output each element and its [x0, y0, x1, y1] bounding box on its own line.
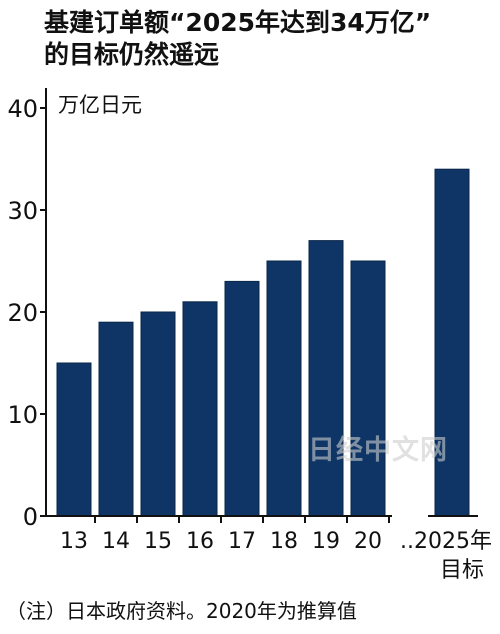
x-tick-label-17: 17 — [228, 529, 256, 554]
y-tick-label-40: 40 — [7, 95, 38, 123]
watermark: 日经中文网 — [308, 435, 448, 466]
y-axis-unit-label: 万亿日元 — [58, 93, 142, 117]
y-tick-label-20: 20 — [7, 299, 38, 327]
bars-layer — [56, 168, 470, 517]
x-tick-label-19: 19 — [312, 529, 340, 554]
bar-15 — [140, 311, 176, 517]
y-tick-label-30: 30 — [7, 197, 38, 225]
chart-title-line-1: 基建订单额“2025年达到34万亿” — [44, 8, 432, 37]
bar-20 — [350, 260, 386, 517]
bar-13 — [56, 362, 92, 517]
bar-17 — [224, 280, 260, 517]
x-tick-label-15: 15 — [144, 529, 172, 554]
bar-18 — [266, 260, 302, 517]
x-tick-label-2025: ..2025年 — [400, 529, 492, 554]
bar-14 — [98, 321, 134, 517]
y-tick-label-10: 10 — [7, 401, 38, 429]
x-tick-label-13: 13 — [60, 529, 88, 554]
x-tick-label-18: 18 — [270, 529, 298, 554]
bar-19 — [308, 240, 344, 517]
bar-16 — [182, 301, 218, 517]
x-tick-label-14: 14 — [102, 529, 130, 554]
x-tick-label-20: 20 — [354, 529, 382, 554]
y-tick-label-0: 0 — [23, 503, 38, 531]
x-tick-label-16: 16 — [186, 529, 214, 554]
x-tick-sublabel-target: 目标 — [440, 558, 484, 583]
axis-layer — [40, 88, 478, 523]
footnote: （注）日本政府资料。2020年为推算值 — [6, 599, 357, 623]
chart-title-line-2: 的目标仍然遥远 — [44, 40, 220, 69]
